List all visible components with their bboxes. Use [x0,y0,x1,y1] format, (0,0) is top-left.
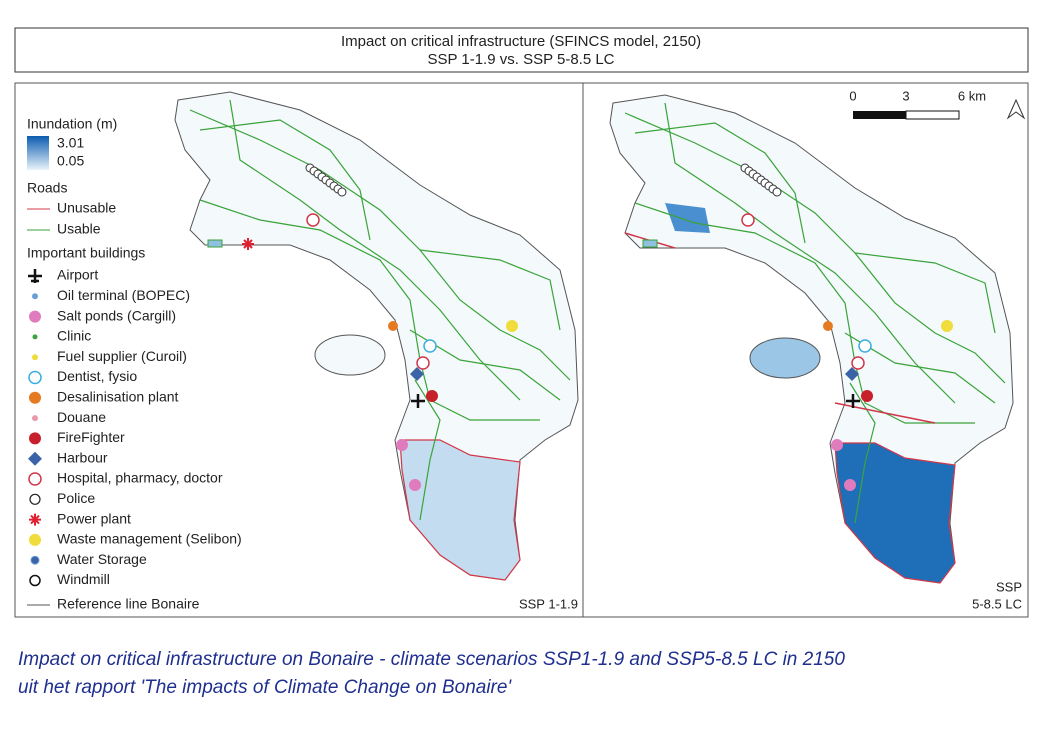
salt-pond [831,439,843,451]
legend-max: 3.01 [57,135,84,151]
airport [411,394,425,408]
airport [846,394,860,408]
panel-label: SSP 1-1.9 [519,596,578,611]
legend-icon [32,293,38,300]
legend-icon [29,574,41,587]
legend-buildings-title: Important buildings [27,245,145,261]
caption: Impact on critical infrastructure on Bon… [18,649,845,670]
title-box [14,27,1029,73]
legend-icon [28,370,42,385]
desalination [823,321,833,331]
legend-building: Dentist, fysio [57,368,137,384]
waste [941,320,953,332]
scale-bar [853,111,906,119]
legend-building: Water Storage [57,551,147,567]
legend-road-item: Usable [57,221,101,237]
legend-icon [29,513,41,526]
legend-building: Salt ponds (Cargill) [57,307,176,323]
legend-building: Police [57,490,95,506]
legend-icon [29,310,41,323]
oil-terminal [642,239,658,248]
scale-bar [905,110,960,120]
legend-building: Douane [57,409,106,425]
title: Impact on critical infrastructure (SFINC… [341,33,701,50]
right-map [609,94,1014,584]
legend-icon [32,354,38,361]
salt-pond [844,479,856,491]
left-map [174,91,579,581]
firefighter [426,390,438,402]
legend-building: Waste management (Selibon) [57,531,242,547]
legend-reference: Reference line Bonaire [57,596,200,612]
scale-label: 3 [902,88,909,103]
legend-inundation-title: Inundation (m) [27,116,117,132]
dentist [858,339,872,353]
hospital [851,356,865,370]
legend-building: FireFighter [57,429,125,445]
panel-label: 5-8.5 LC [972,596,1022,611]
oil-terminal [207,239,223,248]
panel-label: SSP [996,579,1022,594]
hospital [416,356,430,370]
dentist [423,339,437,353]
power-plant [242,238,254,250]
right-panel [582,82,1029,618]
legend-icon [28,451,42,466]
waste [506,320,518,332]
legend-icon [28,472,42,486]
legend-building: Harbour [57,449,108,465]
legend-building: Clinic [57,328,91,344]
windmill [337,187,347,197]
hospital [741,213,755,227]
legend-icon [28,269,42,283]
legend-building: Hospital, pharmacy, doctor [57,470,223,486]
legend-icon [30,555,40,565]
caption: uit het rapport 'The impacts of Climate … [18,677,512,698]
legend-gradient [27,136,49,170]
subtitle: SSP 1-1.9 vs. SSP 5-8.5 LC [427,51,614,68]
salt-pond [396,439,408,451]
legend-building: Airport [57,267,98,283]
legend-icon [29,432,41,445]
legend-road-item: Unusable [57,200,116,216]
legend-icon [29,493,41,505]
legend-icon [29,533,41,546]
legend-building: Oil terminal (BOPEC) [57,287,190,303]
north-arrow [1006,98,1026,120]
harbour [845,367,859,381]
legend-roads-title: Roads [27,180,67,196]
scale-label: 0 [849,88,856,103]
salt-pond [409,479,421,491]
legend-building: Fuel supplier (Curoil) [57,348,187,364]
legend-building: Windmill [57,571,110,587]
scale-label: 6 km [958,88,986,103]
windmill [772,187,782,197]
legend-building: Desalinisation plant [57,389,179,405]
hospital [306,213,320,227]
legend-icon [32,334,38,340]
harbour [410,367,424,381]
legend-icon [32,415,38,422]
legend-icon [29,391,41,404]
firefighter [861,390,873,402]
desalination [388,321,398,331]
legend-min: 0.05 [57,153,84,169]
legend-building: Power plant [57,510,131,526]
